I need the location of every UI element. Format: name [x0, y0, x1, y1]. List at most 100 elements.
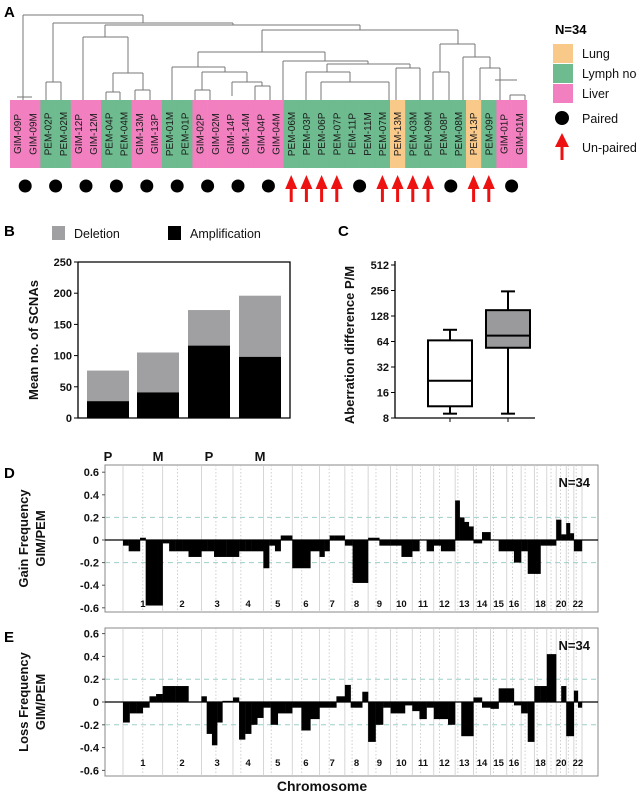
chromosome-label: 14 — [477, 599, 488, 610]
x-tick-label: M — [255, 449, 266, 464]
leaf-swatch — [222, 100, 239, 168]
plot-frame — [77, 261, 291, 419]
frequency-bar — [201, 696, 207, 702]
panel-label-d: D — [4, 465, 15, 482]
leaf-pem-09m: PEM-09M — [420, 100, 436, 168]
leaf-swatch — [162, 100, 178, 168]
frequency-bar — [461, 702, 468, 737]
leaf-swatch — [116, 100, 132, 168]
unpaired-arrow-icon — [406, 175, 419, 202]
chromosome-label: 15 — [493, 599, 504, 610]
bar-amplification — [239, 356, 281, 418]
box-iqr — [427, 339, 473, 408]
chart-c-aberration-boxplot: 5122561286432168GIMPEMAberration differe… — [342, 260, 535, 477]
panel-label-b: B — [4, 223, 15, 240]
legend-label-paired: Paired — [582, 112, 618, 126]
leaf-label: PEM-03M — [408, 112, 419, 156]
leaf-swatch — [435, 100, 452, 168]
box-gim — [427, 328, 473, 415]
frequency-bar — [397, 702, 406, 714]
n-label: N=34 — [559, 475, 591, 490]
frequency-bar — [301, 540, 311, 569]
leaf-swatch — [374, 100, 391, 168]
frequency-bar — [360, 540, 369, 583]
frequency-bar — [561, 686, 567, 702]
leaf-pem-07p: PEM-07P — [329, 100, 345, 168]
frequency-bar — [540, 540, 547, 546]
leaf-swatch — [405, 100, 421, 168]
frequency-bar — [324, 540, 330, 552]
legend-label-lung: Lung — [582, 47, 610, 61]
chromosome-label: 16 — [509, 599, 520, 610]
paired-dot-icon — [18, 179, 32, 193]
chromosome-label: 11 — [418, 599, 429, 610]
panel-label-a: A — [4, 4, 15, 21]
leaf-pem-03m: PEM-03M — [405, 100, 421, 168]
leaf-swatch — [511, 100, 528, 168]
frequency-bar — [123, 540, 129, 546]
leaf-gim-12p: GIM-12P — [70, 100, 87, 168]
frequency-bar — [577, 702, 583, 708]
leaf-label: PEM-11P — [348, 113, 359, 155]
frequency-bar — [310, 540, 320, 552]
chromosome-label: 4 — [246, 758, 252, 769]
leaf-label: PEM-07M — [378, 112, 389, 156]
arrow-shaft — [487, 188, 491, 202]
frequency-bar — [375, 702, 384, 725]
leaf-swatch — [496, 100, 512, 168]
frequency-bar — [175, 540, 183, 552]
y-tick-label: 50 — [60, 382, 72, 394]
frequency-bar — [570, 533, 575, 540]
leaf-label: PEM-08M — [454, 112, 465, 156]
chromosome-label: 10 — [396, 758, 407, 769]
frequency-bar — [566, 523, 571, 540]
leaf-gim-13m: GIM-13M — [131, 100, 148, 168]
unpaired-arrow-icon — [330, 175, 343, 202]
frequency-bar — [455, 500, 460, 540]
leaf-label: GIM-04P — [256, 114, 267, 154]
leaf-label: GIM-02P — [196, 114, 207, 154]
leaf-swatch — [283, 100, 300, 168]
arrow-head — [376, 175, 389, 189]
unpaired-arrow-icon — [285, 175, 298, 202]
frequency-bar — [251, 702, 258, 725]
arrow-shaft — [472, 188, 476, 202]
frequency-bar — [467, 702, 474, 737]
leaf-swatch — [177, 100, 193, 168]
y-tick-label: -0.4 — [80, 743, 100, 755]
frequency-bar — [534, 540, 541, 574]
unpaired-arrow-icon — [391, 175, 404, 202]
y-tick-label: 0.2 — [84, 674, 99, 686]
box-pem — [485, 290, 531, 415]
legend-label-amplification: Amplification — [190, 227, 261, 241]
frequency-bar — [188, 540, 196, 557]
y-tick-label: 16 — [377, 388, 389, 400]
leaf-pem-07m: PEM-07M — [374, 100, 391, 168]
chromosome-label: 12 — [439, 758, 450, 769]
frequency-bar — [546, 654, 552, 702]
chromosome-label: 22 — [573, 758, 584, 769]
frequency-bar — [490, 702, 499, 709]
frequency-bar — [513, 702, 522, 706]
leaf-swatch — [466, 100, 482, 168]
chromosome-label: 18 — [535, 599, 546, 610]
legend-a: N=34 Lung Lymph node Liver Paired Un-pai… — [553, 22, 637, 160]
frequency-bar — [245, 540, 252, 552]
dendrogram — [17, 14, 526, 100]
leaf-label: PEM-01P — [180, 112, 191, 155]
leaf-label: PEM-03P — [302, 112, 313, 155]
paired-dot-icon — [231, 179, 245, 193]
panel-label-c: C — [338, 223, 349, 240]
leaf-swatch — [268, 100, 284, 168]
frequency-bar — [440, 702, 449, 720]
paired-dot-icon — [109, 179, 123, 193]
leaf-swatch — [146, 100, 163, 168]
frequency-bar — [194, 540, 202, 557]
chromosome-label: 6 — [303, 758, 308, 769]
frequency-bar — [156, 694, 163, 702]
frequency-bar — [175, 686, 189, 702]
chromosome-label: 10 — [396, 599, 407, 610]
frequency-bar — [540, 686, 547, 702]
leaf-pem-02p: PEM-02P — [40, 100, 56, 168]
